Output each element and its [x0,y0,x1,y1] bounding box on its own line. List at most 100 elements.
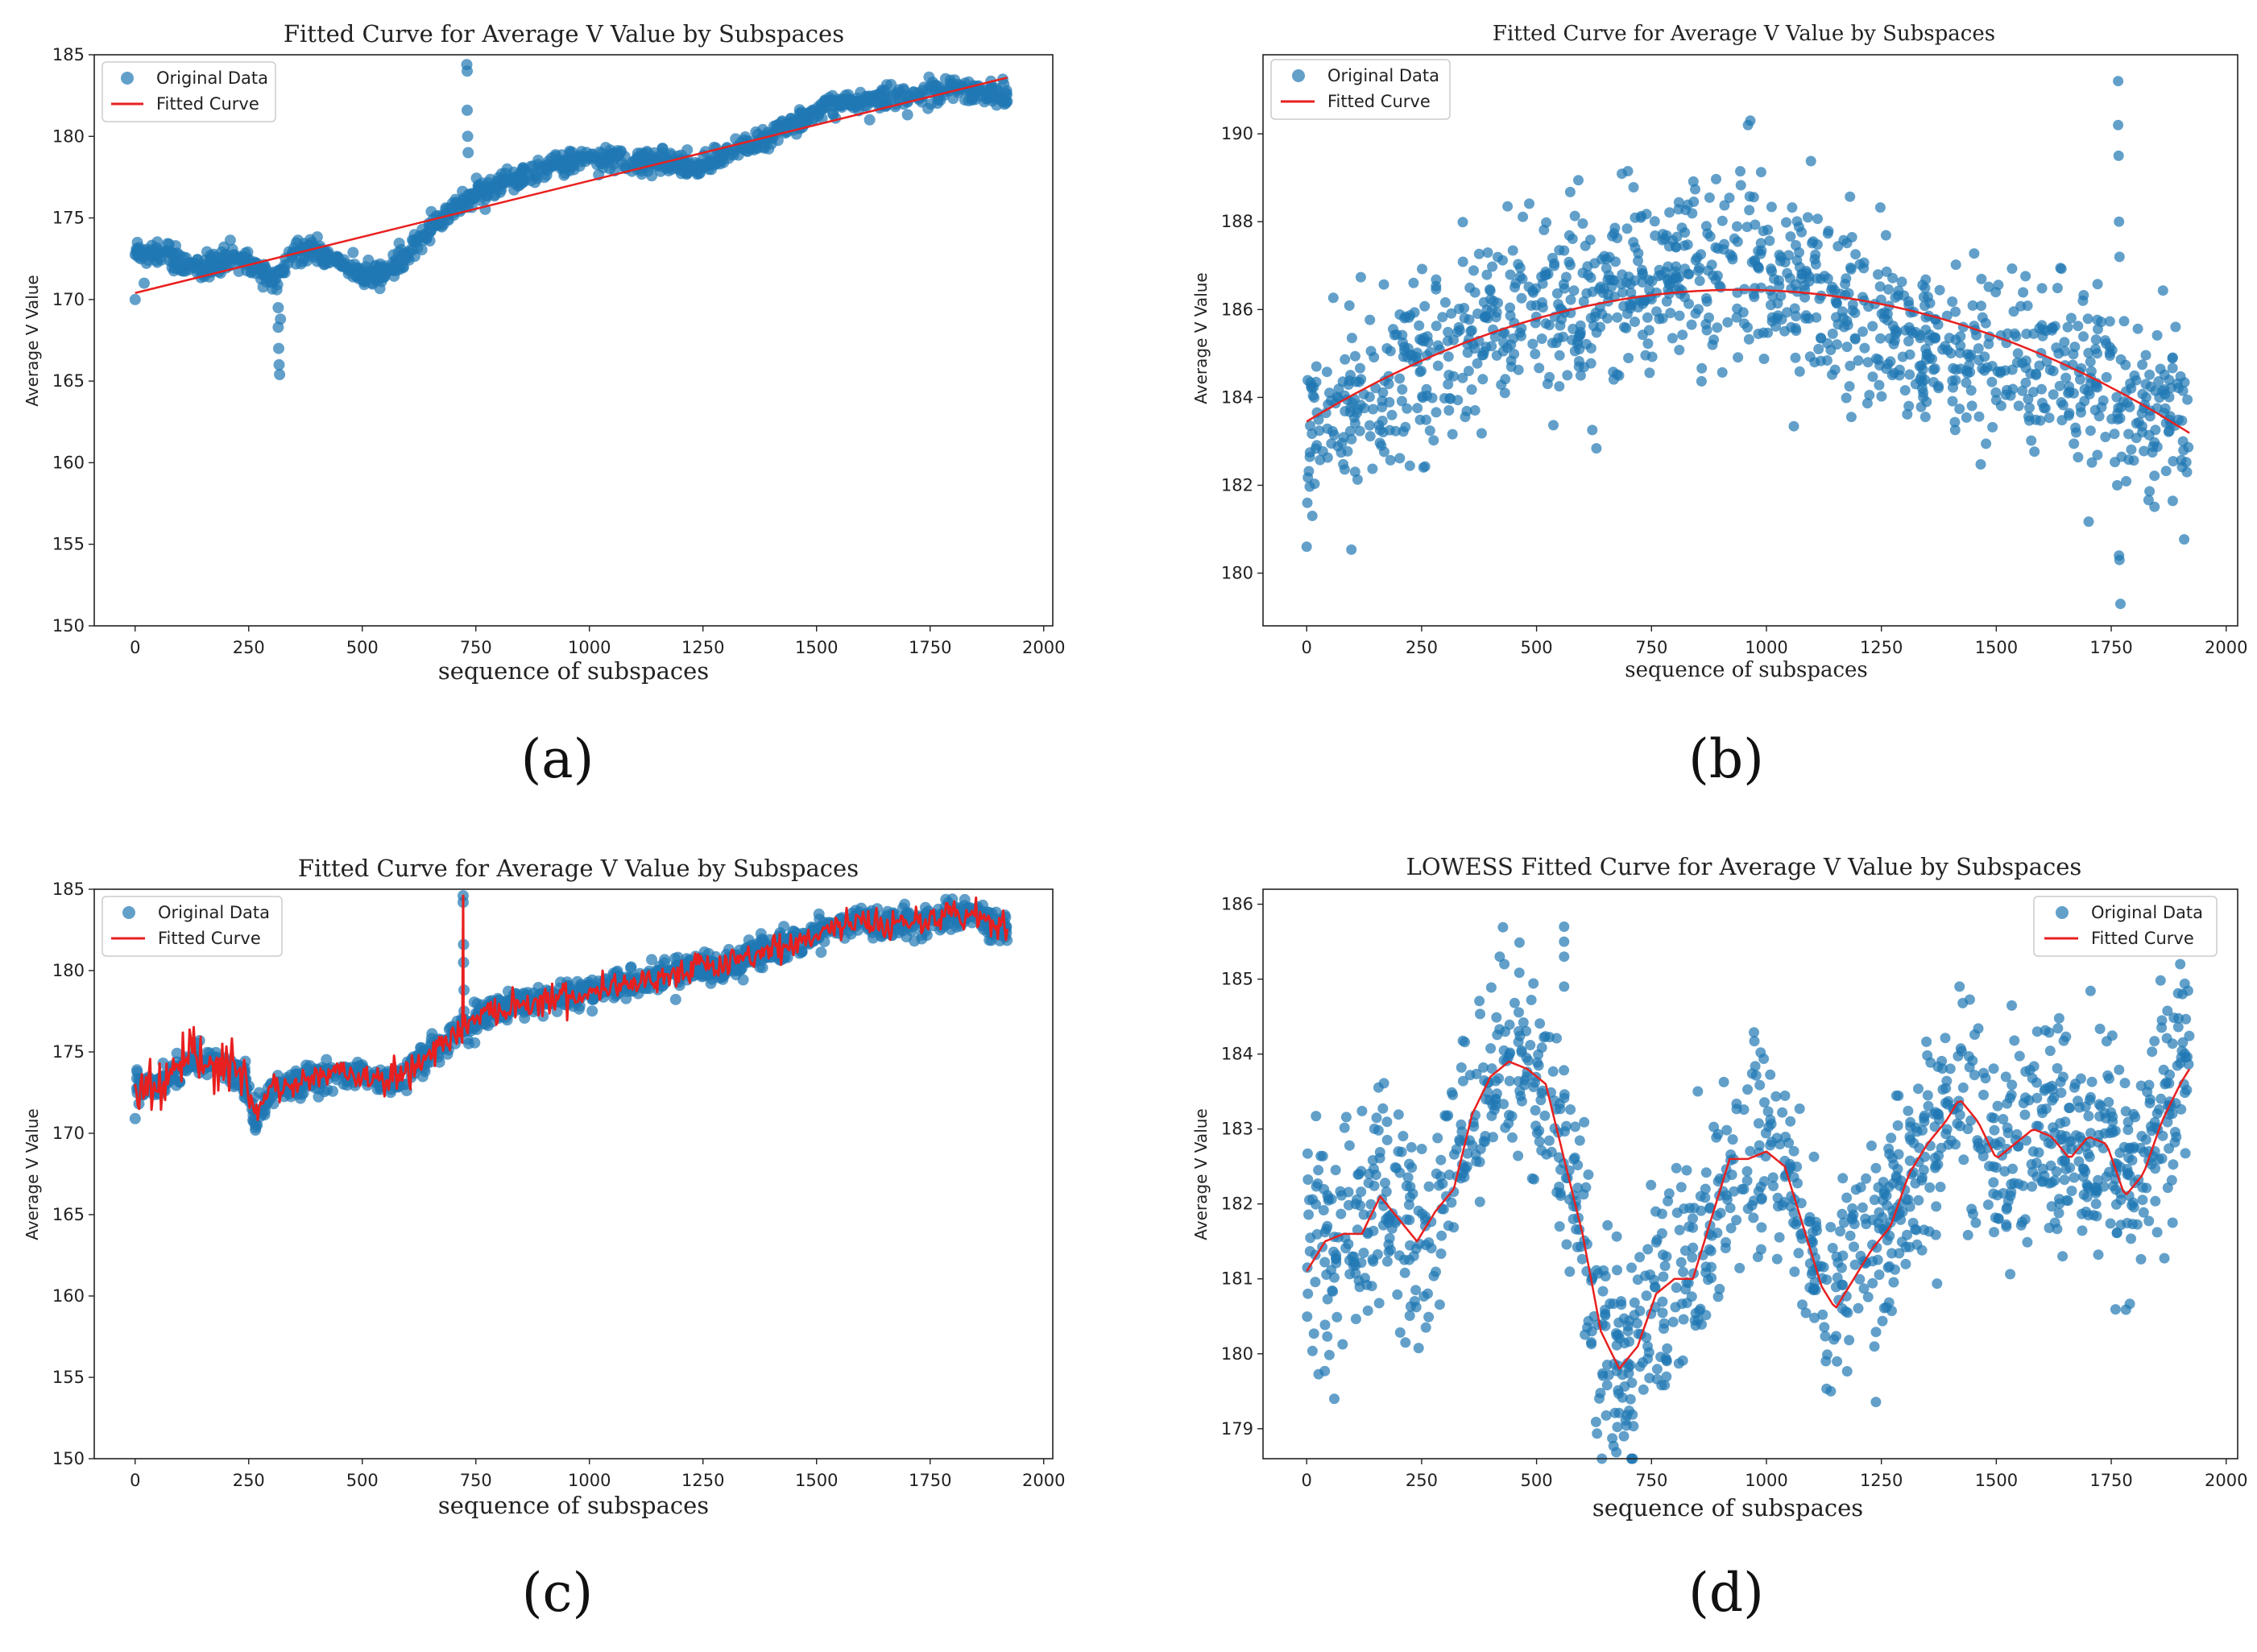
data-point [1845,191,1856,202]
data-point [1700,1167,1712,1178]
data-point [2145,1121,2156,1132]
data-point [1663,241,1675,252]
data-point [1754,1140,1765,1151]
data-point [1965,366,1976,378]
data-point [2090,334,2102,346]
data-point [1322,1331,1333,1342]
data-point [1385,454,1396,466]
data-point [1477,374,1489,385]
data-point [1642,312,1653,323]
axes-frame [93,54,1054,627]
data-point [1443,379,1454,390]
data-point [2060,1031,2072,1042]
data-point [2113,402,2124,413]
data-point [1743,333,1754,345]
data-point [2100,432,2111,442]
data-point [1310,443,1321,454]
data-point [1370,383,1381,394]
data-point [1667,333,1678,344]
data-point [1862,398,1873,409]
data-point [2020,1066,2031,1077]
data-point [1621,277,1632,288]
data-point [1869,1341,1880,1352]
data-point [1794,246,1804,258]
data-point [2044,1027,2055,1038]
data-point [1509,282,1520,293]
data-point [2036,383,2047,395]
data-point [180,252,193,264]
data-point [154,246,166,258]
data-point [1633,255,1643,267]
data-point [480,1018,492,1030]
data-point [1587,424,1598,436]
data-point [2059,1174,2070,1186]
data-point [1431,407,1442,418]
data-point [2167,362,2178,374]
data-point [2120,1304,2131,1315]
data-point [1517,273,1528,284]
data-point [1530,1105,1541,1116]
data-point [573,151,585,164]
data-point [1378,279,1389,290]
data-point [1969,248,1980,259]
data-point [2002,1202,2013,1213]
data-point [1302,1288,1314,1299]
data-point [1911,1239,1923,1250]
data-point [1904,1131,1915,1142]
data-point [1521,1052,1532,1063]
data-point [1731,312,1742,323]
data-point [1629,1297,1640,1308]
data-point [1847,1214,1857,1225]
data-point [1464,1070,1476,1081]
data-point [2113,150,2124,161]
data-point [1947,296,1958,307]
data-point [1965,1115,1977,1126]
data-point [1323,1349,1335,1360]
data-point [2162,1116,2173,1128]
data-point [1595,1388,1606,1398]
data-point [1719,200,1730,211]
data-point [2007,1163,2018,1174]
data-point [1311,361,1322,372]
data-point [1749,1036,1760,1047]
data-point [1696,375,1707,387]
data-point [1799,279,1810,291]
data-point [1410,351,1422,362]
data-point [1628,237,1639,248]
data-point [1888,338,1899,350]
data-point [1962,1229,1973,1240]
data-point [2006,1000,2017,1011]
data-point [2089,404,2101,416]
data-point [1468,265,1479,276]
data-point [1976,300,1986,312]
data-point [1978,1089,1989,1100]
data-point [1853,355,1864,366]
data-point [1428,435,1439,446]
data-point [2054,380,2065,391]
data-point [1601,263,1612,274]
data-point [1651,1364,1663,1375]
data-point [2009,1035,2020,1046]
data-point [1775,255,1786,267]
data-point [2094,1023,2106,1034]
data-point [1637,277,1648,288]
data-point [1745,1145,1756,1157]
data-point [1679,240,1690,251]
data-point [1352,1224,1363,1236]
data-point [1781,217,1791,228]
fitted-curve [1306,288,2190,434]
data-point [1554,245,1565,256]
data-point [1486,1063,1497,1074]
data-point [171,257,183,269]
data-point [1337,376,1348,387]
data-point [1612,233,1623,243]
data-point [1304,1246,1315,1257]
data-point [2120,1106,2131,1117]
data-point [1849,1241,1859,1252]
data-point [897,84,909,96]
data-point [1343,1199,1354,1211]
data-point [1654,313,1665,325]
data-point [2013,400,2024,412]
data-point [1577,218,1588,229]
data-point [2081,1191,2093,1203]
